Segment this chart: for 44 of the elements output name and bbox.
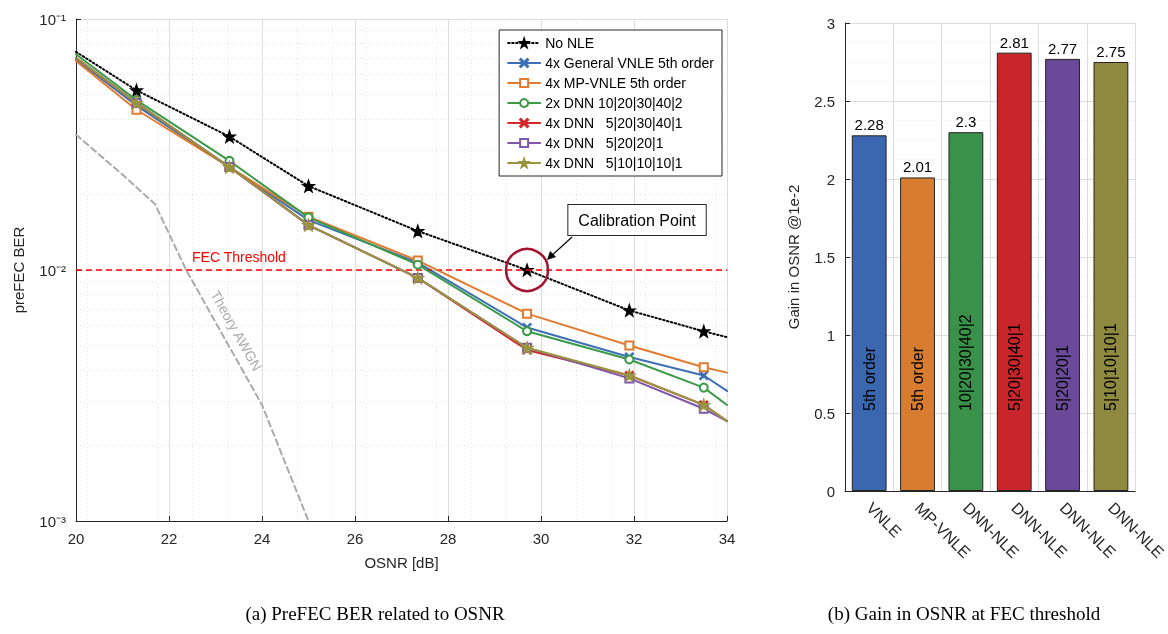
y-axis-title: preFEC BER: [10, 226, 27, 314]
data-label: 2.75: [1096, 43, 1126, 60]
y-tick-label: 0.5: [814, 404, 835, 422]
data-label: 2.28: [854, 116, 884, 134]
data-label: 2.81: [999, 33, 1029, 51]
x-tick-label: 26: [346, 530, 364, 547]
legend-label: 4x General VNLE 5th order: [545, 55, 715, 71]
annotation: 5|10|10|10|1: [1102, 323, 1120, 411]
x-tick-label: 22: [160, 530, 178, 547]
y-axis-title: Gain in OSNR @1e-2: [785, 184, 802, 330]
y-tick-label: 3: [826, 14, 835, 32]
y-tick-label: 10⁻³: [39, 512, 66, 530]
y-tick-label: 2: [826, 170, 835, 188]
x-tick-label: 30: [532, 530, 550, 547]
y-tick-label: 2.5: [814, 92, 835, 110]
y-tick-label: 10⁻¹: [39, 10, 66, 28]
annotation: 5|20|20|1: [1054, 345, 1072, 411]
x-tick-label: 32: [625, 530, 643, 547]
legend-label: 4x DNN 5|20|30|40|1: [545, 115, 683, 131]
annotation: 10|20|30|40|2: [957, 314, 975, 411]
ref-line-label: FEC Threshold: [192, 249, 286, 265]
y-tick-label: 10⁻²: [39, 261, 66, 279]
legend-label: 2x DNN 10|20|30|40|2: [545, 95, 683, 111]
annotation: 5|20|30|40|1: [1005, 323, 1023, 411]
x-tick-label: 24: [253, 530, 271, 547]
annotation: 5th order: [909, 346, 927, 411]
data-label: 2.3: [955, 113, 977, 131]
legend-label: 4x MP-VNLE 5th order: [545, 75, 687, 91]
annotation: 5th order: [860, 346, 878, 411]
y-tick-label: 0: [826, 482, 835, 500]
legend-label: No NLE: [545, 35, 595, 51]
text: (a) PreFEC BER related to OSNR: [245, 603, 505, 625]
x-tick-label: 34: [718, 530, 736, 547]
y-tick-label: 1.5: [814, 248, 835, 266]
data-label: 2.01: [902, 158, 933, 176]
annotation: Calibration Point: [578, 211, 697, 229]
legend-label: 4x DNN 5|20|20|1: [545, 135, 664, 151]
x-tick-label: 20: [67, 530, 85, 547]
text: (b) Gain in OSNR at FEC threshold: [827, 603, 1101, 625]
legend-label: 4x DNN 5|10|10|10|1: [545, 155, 683, 171]
y-tick-label: 1: [826, 326, 835, 344]
x-axis-title: OSNR [dB]: [364, 554, 439, 571]
data-label: 2.77: [1047, 39, 1078, 57]
x-tick-label: 28: [439, 530, 457, 547]
